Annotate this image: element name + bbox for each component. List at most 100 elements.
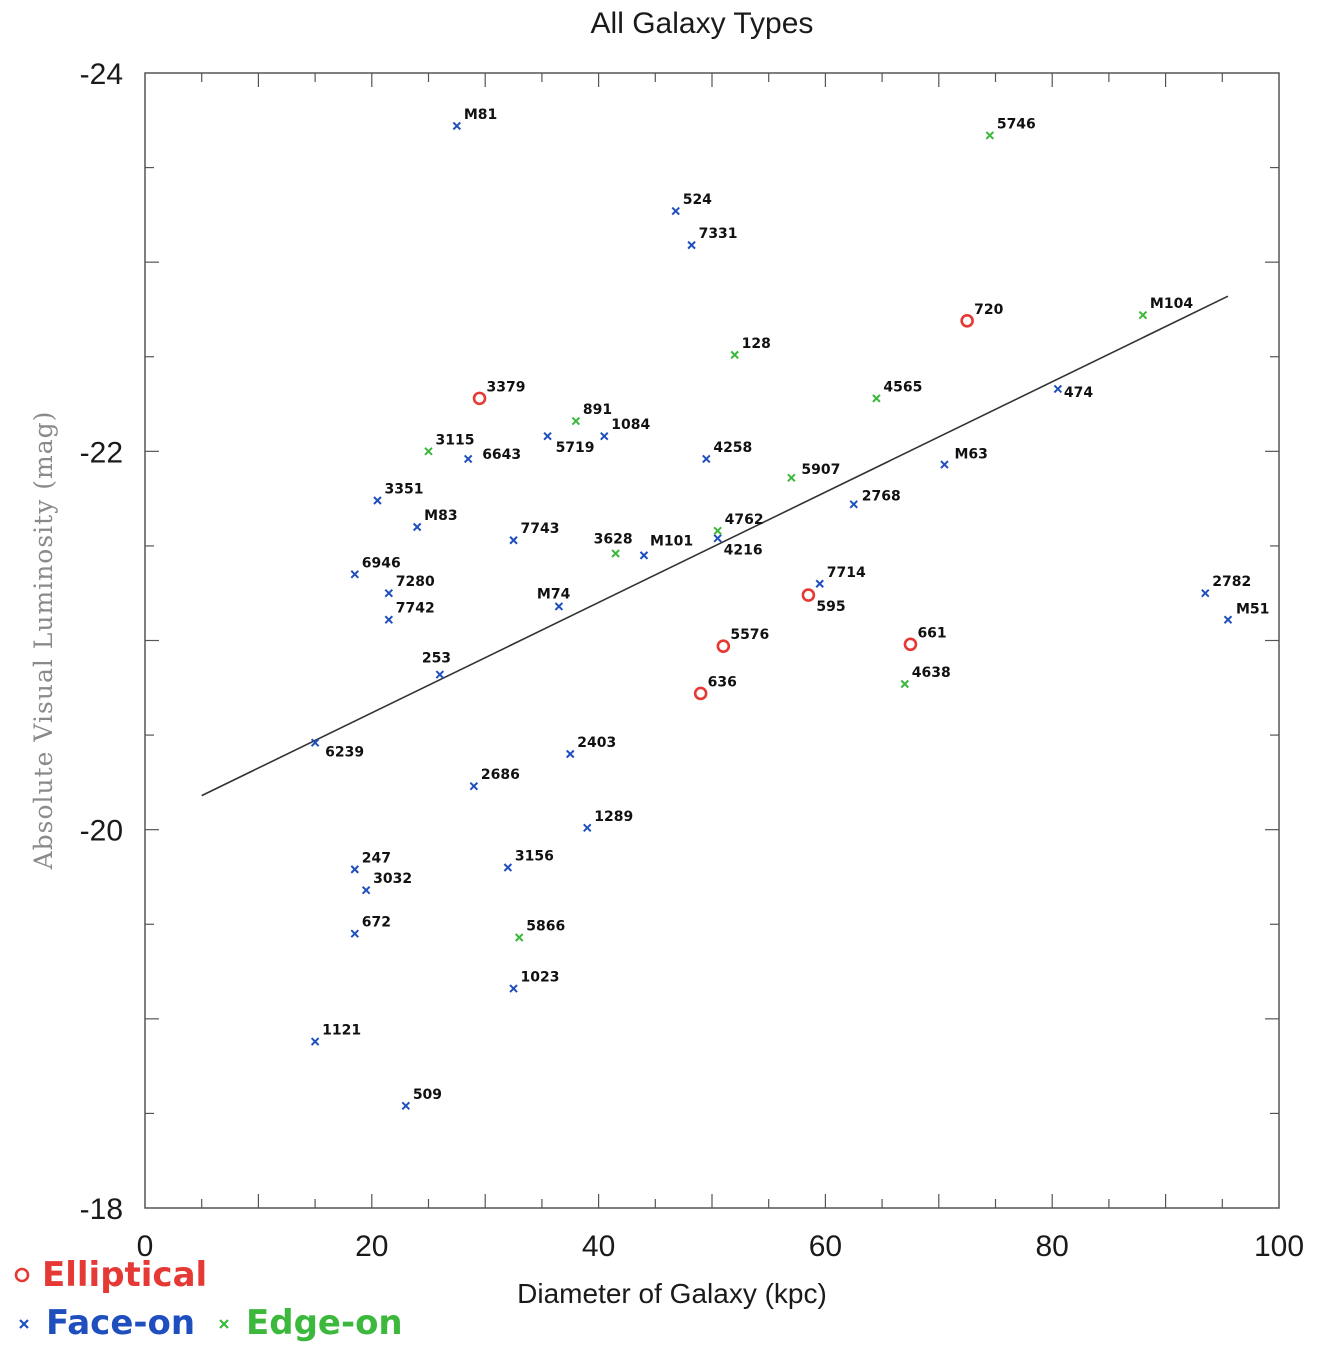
data-point: M104 — [1138, 296, 1193, 320]
point-label: 636 — [708, 674, 737, 690]
x-tick-label: 100 — [1254, 1230, 1304, 1263]
point-label: M81 — [464, 107, 497, 123]
point-label: 4258 — [713, 440, 752, 456]
data-point: 509 — [401, 1087, 442, 1111]
point-label: 661 — [917, 625, 946, 641]
data-point: 720 — [960, 302, 1004, 328]
point-label: 3351 — [384, 482, 423, 498]
data-point: 1023 — [509, 970, 560, 993]
chart-title: All Galaxy Types — [591, 7, 814, 40]
data-points: 3379 720 5576 636 595 661 M81 524 7331 474 5719 108… — [310, 107, 1269, 1111]
data-point: 1084 — [600, 417, 650, 441]
point-label: 672 — [362, 915, 391, 931]
data-point: 253 — [422, 651, 451, 679]
point-label: 7742 — [396, 601, 435, 617]
data-point: 2768 — [849, 488, 901, 509]
x-axis-tick-labels: 0 20 40 60 80 100 — [137, 1230, 1304, 1263]
data-point: 4762 — [713, 512, 764, 535]
point-label: 4216 — [724, 542, 763, 558]
x-marker — [1223, 615, 1233, 624]
x-axis-label: Diameter of Galaxy (kpc) — [517, 1278, 827, 1309]
x-marker — [310, 738, 320, 747]
data-point: 2782 — [1201, 574, 1251, 598]
x-marker — [940, 460, 949, 469]
x-marker — [900, 679, 909, 689]
point-label: 247 — [362, 850, 391, 866]
data-point: 6946 — [350, 555, 401, 579]
data-point: 672 — [350, 915, 391, 938]
x-marker — [350, 865, 359, 874]
x-marker — [452, 121, 462, 131]
x-marker — [543, 431, 552, 441]
point-label: 2768 — [862, 488, 901, 504]
point-label: 7743 — [521, 521, 560, 537]
x-tick-label: 80 — [1036, 1230, 1069, 1263]
data-point: M74 — [537, 586, 571, 611]
point-label: 5719 — [556, 440, 595, 456]
x-marker — [872, 394, 881, 403]
data-point: M101 — [639, 533, 693, 560]
legend-elliptical-marker — [14, 1267, 30, 1283]
point-label: M104 — [1150, 296, 1193, 312]
point-label: 5866 — [526, 918, 565, 934]
trend-line — [201, 295, 1229, 797]
data-point: 4216 — [713, 534, 763, 558]
point-label: 128 — [742, 336, 771, 352]
point-label: 1084 — [611, 417, 650, 433]
x-tick-label: 40 — [582, 1230, 615, 1263]
data-point: M83 — [412, 508, 458, 532]
x-marker — [503, 863, 513, 872]
x-marker — [815, 579, 824, 588]
data-point: 3379 — [472, 379, 525, 406]
point-label: 7280 — [396, 574, 435, 590]
y-tick-label: -18 — [80, 1193, 123, 1226]
point-label: M83 — [424, 508, 457, 524]
point-label: 6239 — [325, 745, 364, 761]
point-label: 4638 — [912, 665, 951, 681]
data-point: 5866 — [515, 918, 565, 942]
data-point: 3351 — [373, 482, 423, 505]
x-marker — [401, 1101, 411, 1111]
x-marker — [787, 473, 796, 483]
x-marker — [571, 416, 581, 426]
data-point: 4638 — [900, 665, 951, 689]
point-label: 595 — [816, 599, 845, 615]
point-label: 6946 — [362, 555, 401, 571]
x-marker — [350, 570, 359, 579]
x-marker — [1201, 589, 1210, 598]
x-marker — [384, 589, 394, 598]
x-marker — [1053, 384, 1063, 394]
data-point: 3115 — [424, 432, 474, 456]
point-label: 2686 — [481, 767, 520, 783]
point-label: 1023 — [521, 970, 560, 986]
point-label: 891 — [583, 402, 612, 418]
data-point: 661 — [903, 625, 947, 652]
point-label: 524 — [683, 192, 712, 208]
point-label: 474 — [1064, 385, 1093, 401]
x-marker — [509, 984, 518, 993]
data-point: 3628 — [594, 531, 633, 558]
legend: Elliptical Face-on Edge-on — [14, 1255, 403, 1343]
x-marker — [600, 431, 609, 441]
x-marker — [350, 929, 359, 938]
x-marker — [713, 534, 722, 543]
legend-edge-on-label: Edge-on — [246, 1303, 403, 1343]
elliptical-marker — [960, 314, 974, 328]
data-point: 7714 — [815, 565, 866, 588]
data-point: 5576 — [716, 627, 769, 653]
point-label: 4565 — [883, 379, 922, 395]
x-marker — [384, 615, 394, 624]
x-marker — [509, 536, 518, 545]
data-point: 3156 — [503, 849, 554, 872]
point-label: 5907 — [801, 462, 840, 478]
x-marker — [849, 500, 858, 509]
elliptical-marker — [801, 588, 816, 602]
legend-edge-on-marker — [219, 1319, 229, 1329]
data-point: 7742 — [384, 601, 435, 624]
elliptical-marker — [693, 686, 708, 701]
data-point: 7743 — [509, 521, 560, 545]
point-label: M101 — [650, 533, 693, 549]
y-axis-tick-labels: -24 -22 -20 -18 — [80, 58, 123, 1226]
x-marker — [373, 496, 382, 505]
